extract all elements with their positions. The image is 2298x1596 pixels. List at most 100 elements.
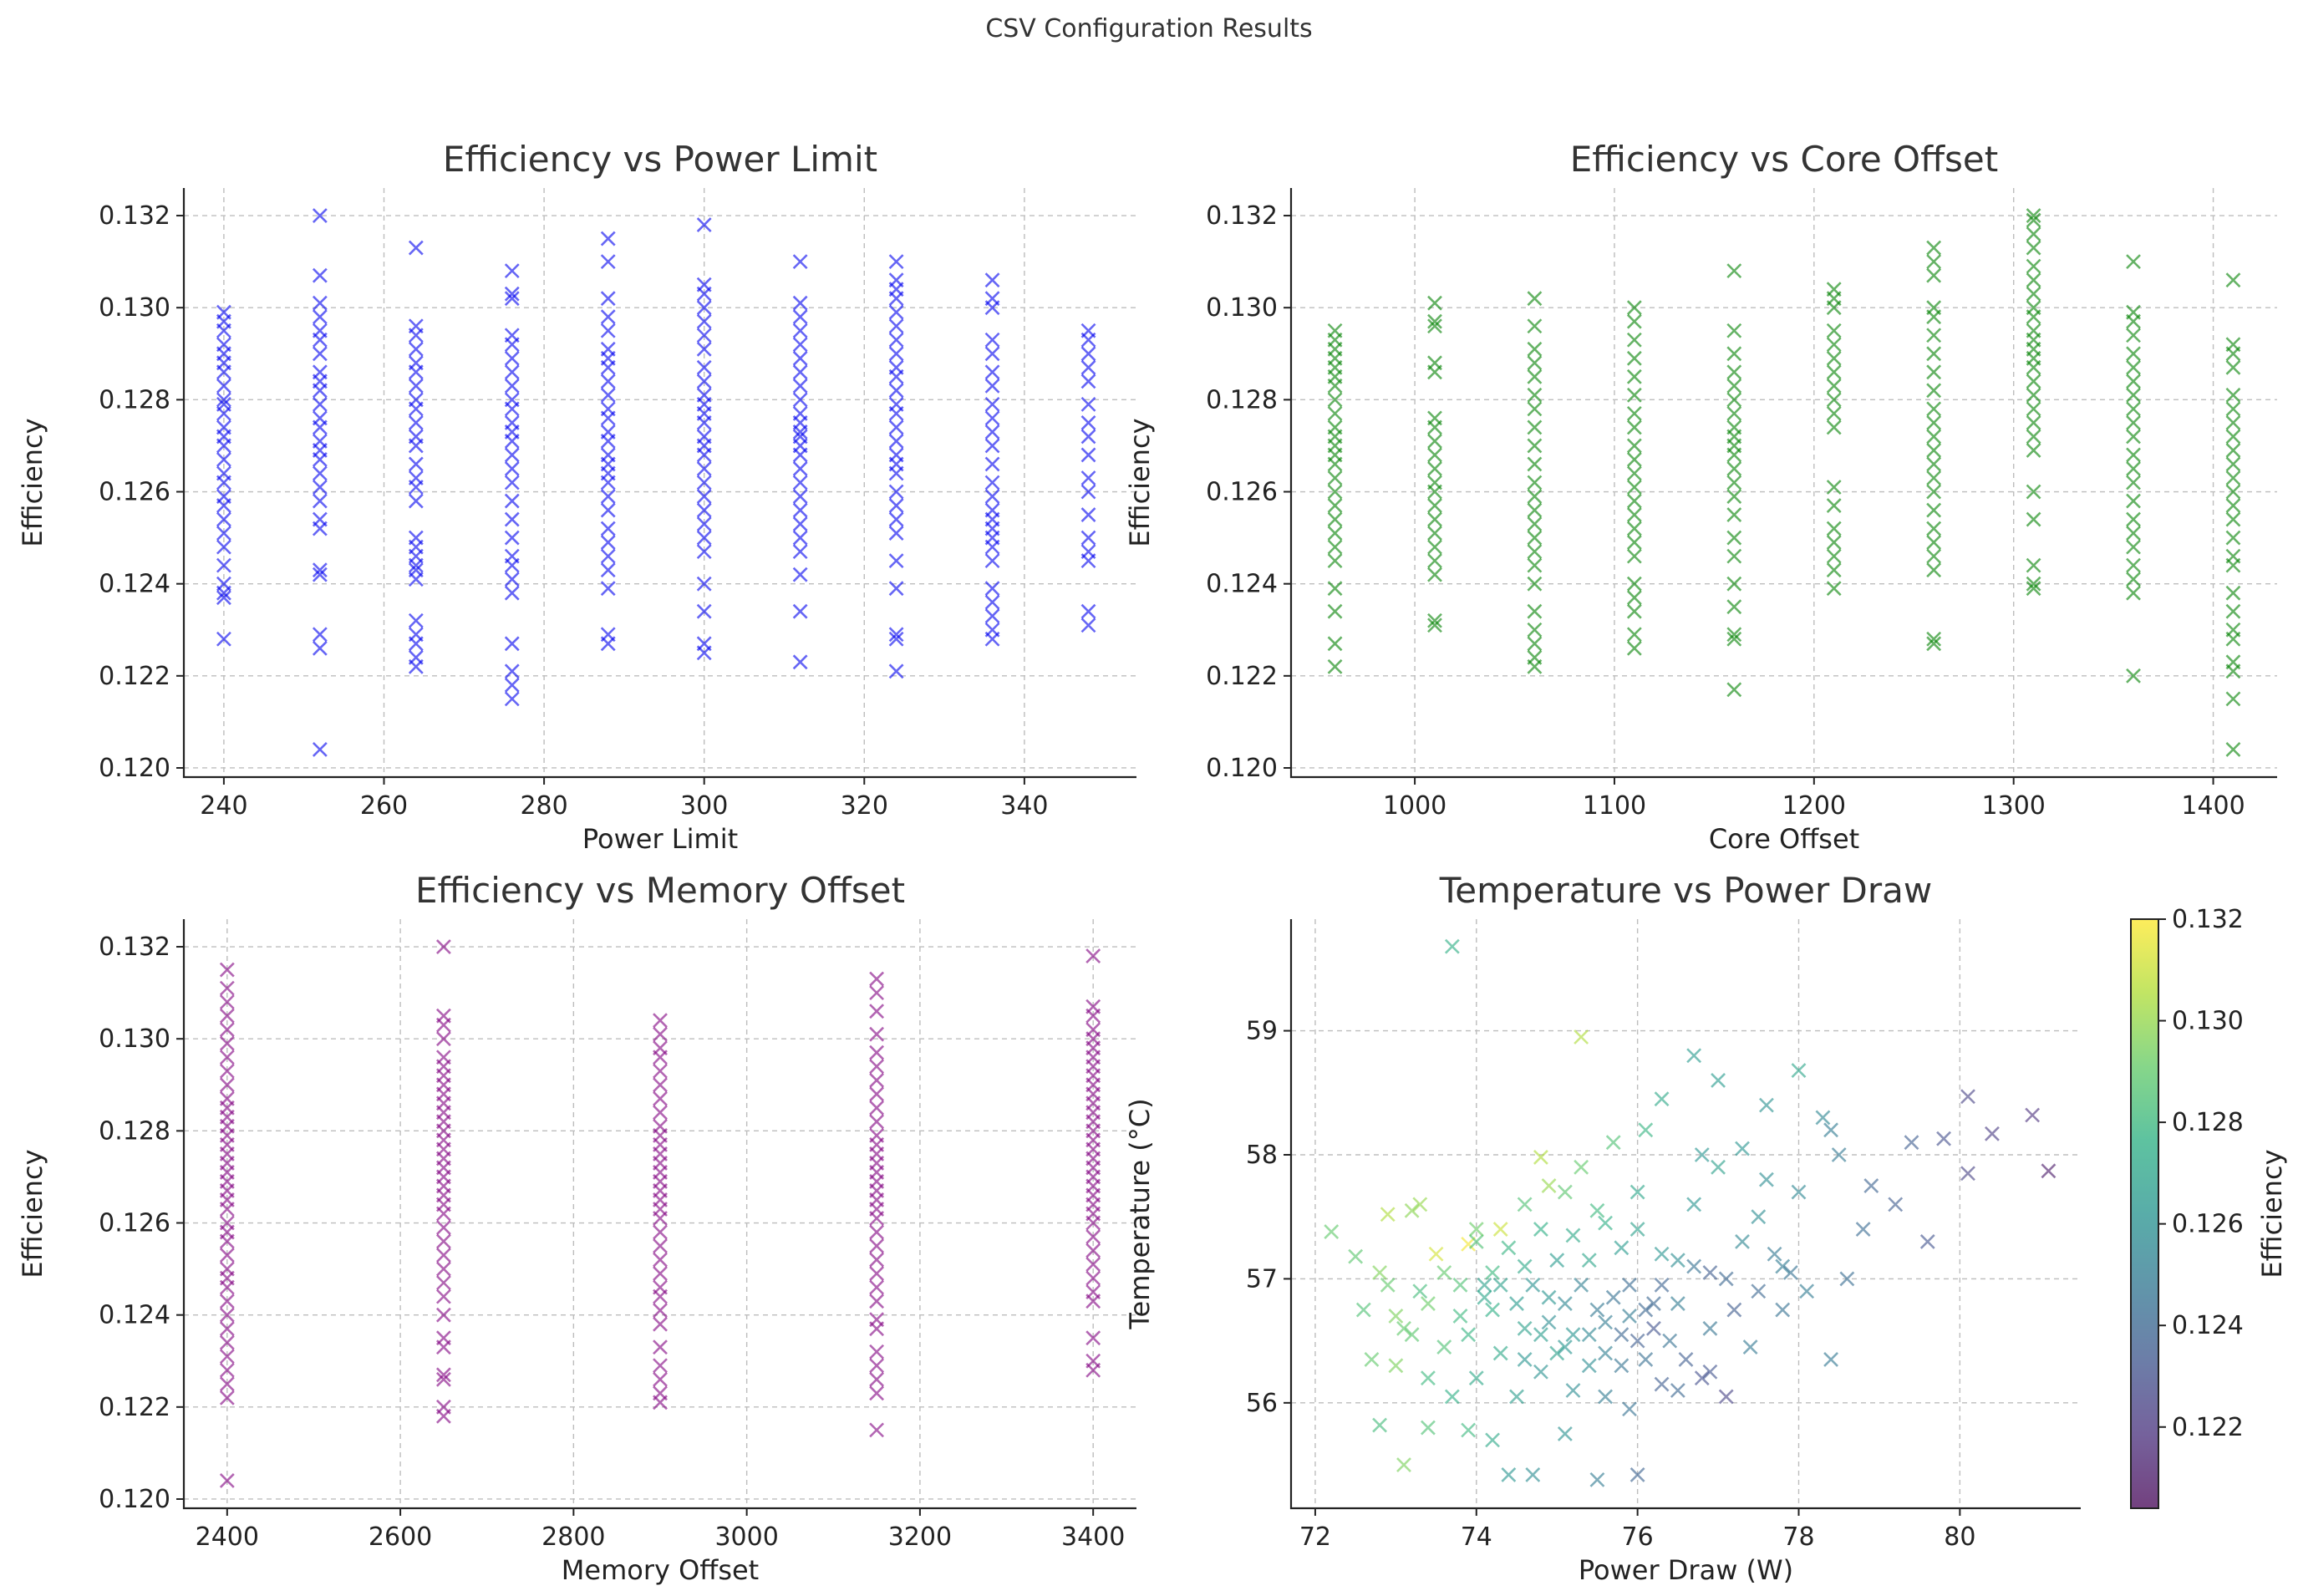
data-point bbox=[869, 1312, 885, 1328]
data-point bbox=[1348, 1248, 1364, 1264]
data-point bbox=[696, 516, 712, 531]
data-point bbox=[1654, 1246, 1670, 1262]
data-point bbox=[869, 1252, 885, 1268]
data-point bbox=[1485, 1302, 1500, 1318]
data-point bbox=[1735, 1233, 1750, 1249]
data-point bbox=[600, 581, 616, 597]
data-point bbox=[1826, 581, 1842, 597]
data-point bbox=[888, 396, 904, 412]
data-point bbox=[2126, 585, 2141, 601]
data-point bbox=[504, 677, 520, 693]
data-point bbox=[1557, 1296, 1573, 1312]
data-point bbox=[1355, 1302, 1371, 1318]
data-point bbox=[1926, 267, 1942, 283]
data-point bbox=[435, 1248, 451, 1263]
data-point bbox=[216, 631, 231, 647]
data-point bbox=[1626, 548, 1642, 564]
data-point bbox=[984, 581, 1000, 597]
data-point bbox=[2225, 470, 2241, 485]
data-point bbox=[1527, 649, 1543, 665]
data-point bbox=[1863, 1178, 1879, 1194]
subplot-panels: 240 260 280 300 320 3400.1200.1220.1240.1260.… bbox=[17, 139, 2288, 1586]
data-point bbox=[1622, 1277, 1637, 1293]
data-point bbox=[653, 1238, 668, 1253]
data-point bbox=[2225, 511, 2241, 527]
data-point bbox=[1589, 1471, 1605, 1487]
data-point bbox=[1614, 1240, 1629, 1256]
y-tick-label: 0.126 bbox=[1206, 478, 1278, 507]
data-point bbox=[1533, 1222, 1548, 1237]
data-point bbox=[1452, 1309, 1468, 1324]
colorbar-tick-label: 0.128 bbox=[2172, 1108, 2244, 1137]
data-point bbox=[219, 1248, 235, 1263]
data-point bbox=[792, 364, 808, 380]
data-point bbox=[869, 1026, 885, 1042]
y-tick-label: 0.132 bbox=[1206, 201, 1278, 231]
data-point bbox=[1080, 484, 1096, 500]
data-point bbox=[1080, 507, 1096, 522]
data-point bbox=[1726, 507, 1742, 522]
data-point bbox=[504, 636, 520, 652]
data-point bbox=[219, 1035, 235, 1051]
data-point bbox=[2026, 429, 2041, 445]
data-point bbox=[312, 267, 328, 283]
data-point bbox=[1826, 521, 1842, 536]
data-point bbox=[1598, 1389, 1613, 1405]
data-point bbox=[1509, 1389, 1524, 1405]
data-point bbox=[2225, 359, 2241, 375]
data-point bbox=[653, 1077, 668, 1093]
data-point bbox=[1461, 1422, 1477, 1438]
data-point bbox=[504, 291, 520, 307]
data-point bbox=[1557, 1339, 1573, 1355]
data-point bbox=[653, 1303, 668, 1319]
data-point bbox=[1799, 1283, 1815, 1299]
data-point bbox=[312, 567, 328, 582]
data-point bbox=[1492, 1222, 1508, 1237]
data-point bbox=[1549, 1253, 1565, 1268]
data-point bbox=[600, 447, 616, 463]
data-point bbox=[1694, 1147, 1710, 1162]
x-axis-label: Memory Offset bbox=[562, 1554, 759, 1586]
data-point bbox=[1926, 383, 1942, 399]
data-point bbox=[1926, 636, 1942, 652]
data-point bbox=[1626, 521, 1642, 536]
data-point bbox=[984, 332, 1000, 348]
data-point bbox=[869, 1114, 885, 1130]
data-point bbox=[2026, 401, 2041, 417]
data-point bbox=[1670, 1383, 1685, 1398]
data-point bbox=[696, 475, 712, 490]
data-point bbox=[653, 1266, 668, 1282]
y-tick-label: 0.132 bbox=[99, 201, 170, 231]
y-tick-label: 0.120 bbox=[99, 754, 170, 783]
y-tick-label: 0.124 bbox=[99, 1301, 170, 1330]
data-point bbox=[504, 663, 520, 679]
data-point bbox=[2026, 387, 2041, 403]
data-point bbox=[1412, 1283, 1428, 1299]
data-point bbox=[1686, 1197, 1702, 1212]
data-point bbox=[1085, 1353, 1101, 1369]
colorbar-label: Efficiency bbox=[2256, 1149, 2288, 1278]
data-point bbox=[312, 742, 328, 757]
data-point bbox=[2225, 585, 2241, 601]
y-tick-label: 56 bbox=[1246, 1389, 1278, 1418]
data-point bbox=[1702, 1364, 1718, 1380]
data-point bbox=[984, 594, 1000, 610]
data-point bbox=[435, 1220, 451, 1235]
data-point bbox=[1726, 548, 1742, 564]
data-point bbox=[435, 1031, 451, 1047]
axis-spine bbox=[182, 919, 1136, 1510]
subplot-core: 1000 1100 1200 1300 1400 0.120 0.122 0.124 0.126… bbox=[1124, 139, 2277, 855]
data-point bbox=[1427, 461, 1442, 476]
data-point bbox=[1527, 603, 1543, 619]
data-point bbox=[1477, 1277, 1492, 1293]
data-point bbox=[888, 631, 904, 647]
data-point bbox=[1468, 1233, 1484, 1249]
x-tick-label: 76 bbox=[1622, 1522, 1654, 1552]
data-point bbox=[504, 691, 520, 707]
data-point bbox=[2126, 254, 2141, 270]
data-point bbox=[600, 562, 616, 578]
data-point bbox=[1791, 1184, 1807, 1200]
x-tick-label: 74 bbox=[1461, 1522, 1492, 1552]
data-point bbox=[1533, 1150, 1548, 1165]
data-point bbox=[696, 277, 712, 292]
